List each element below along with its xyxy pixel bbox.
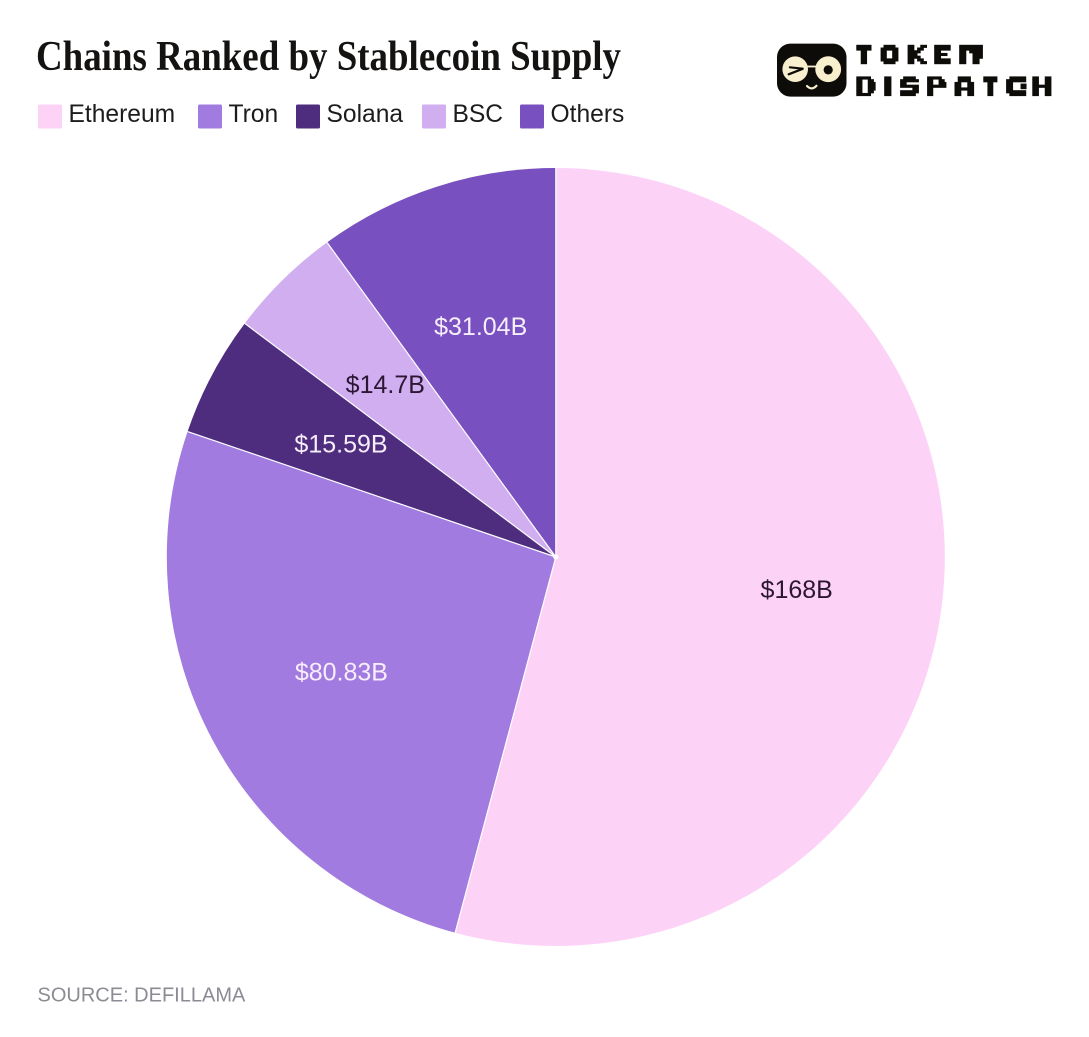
svg-text:SOURCE: DEFILLAMA: SOURCE: DEFILLAMA xyxy=(38,985,246,1007)
svg-text:Solana: Solana xyxy=(327,101,404,128)
svg-text:Others: Others xyxy=(551,101,625,128)
svg-text:Ethereum: Ethereum xyxy=(69,101,176,128)
svg-text:Tron: Tron xyxy=(229,101,279,128)
svg-text:$31.04B: $31.04B xyxy=(434,313,527,341)
svg-text:$80.83B: $80.83B xyxy=(295,659,388,687)
svg-text:$168B: $168B xyxy=(761,576,833,604)
svg-text:$14.7B: $14.7B xyxy=(346,371,425,399)
svg-text:Chains Ranked by Stablecoin Su: Chains Ranked by Stablecoin Supply xyxy=(36,34,621,80)
svg-text:$15.59B: $15.59B xyxy=(294,431,387,459)
svg-text:BSC: BSC xyxy=(453,101,504,128)
